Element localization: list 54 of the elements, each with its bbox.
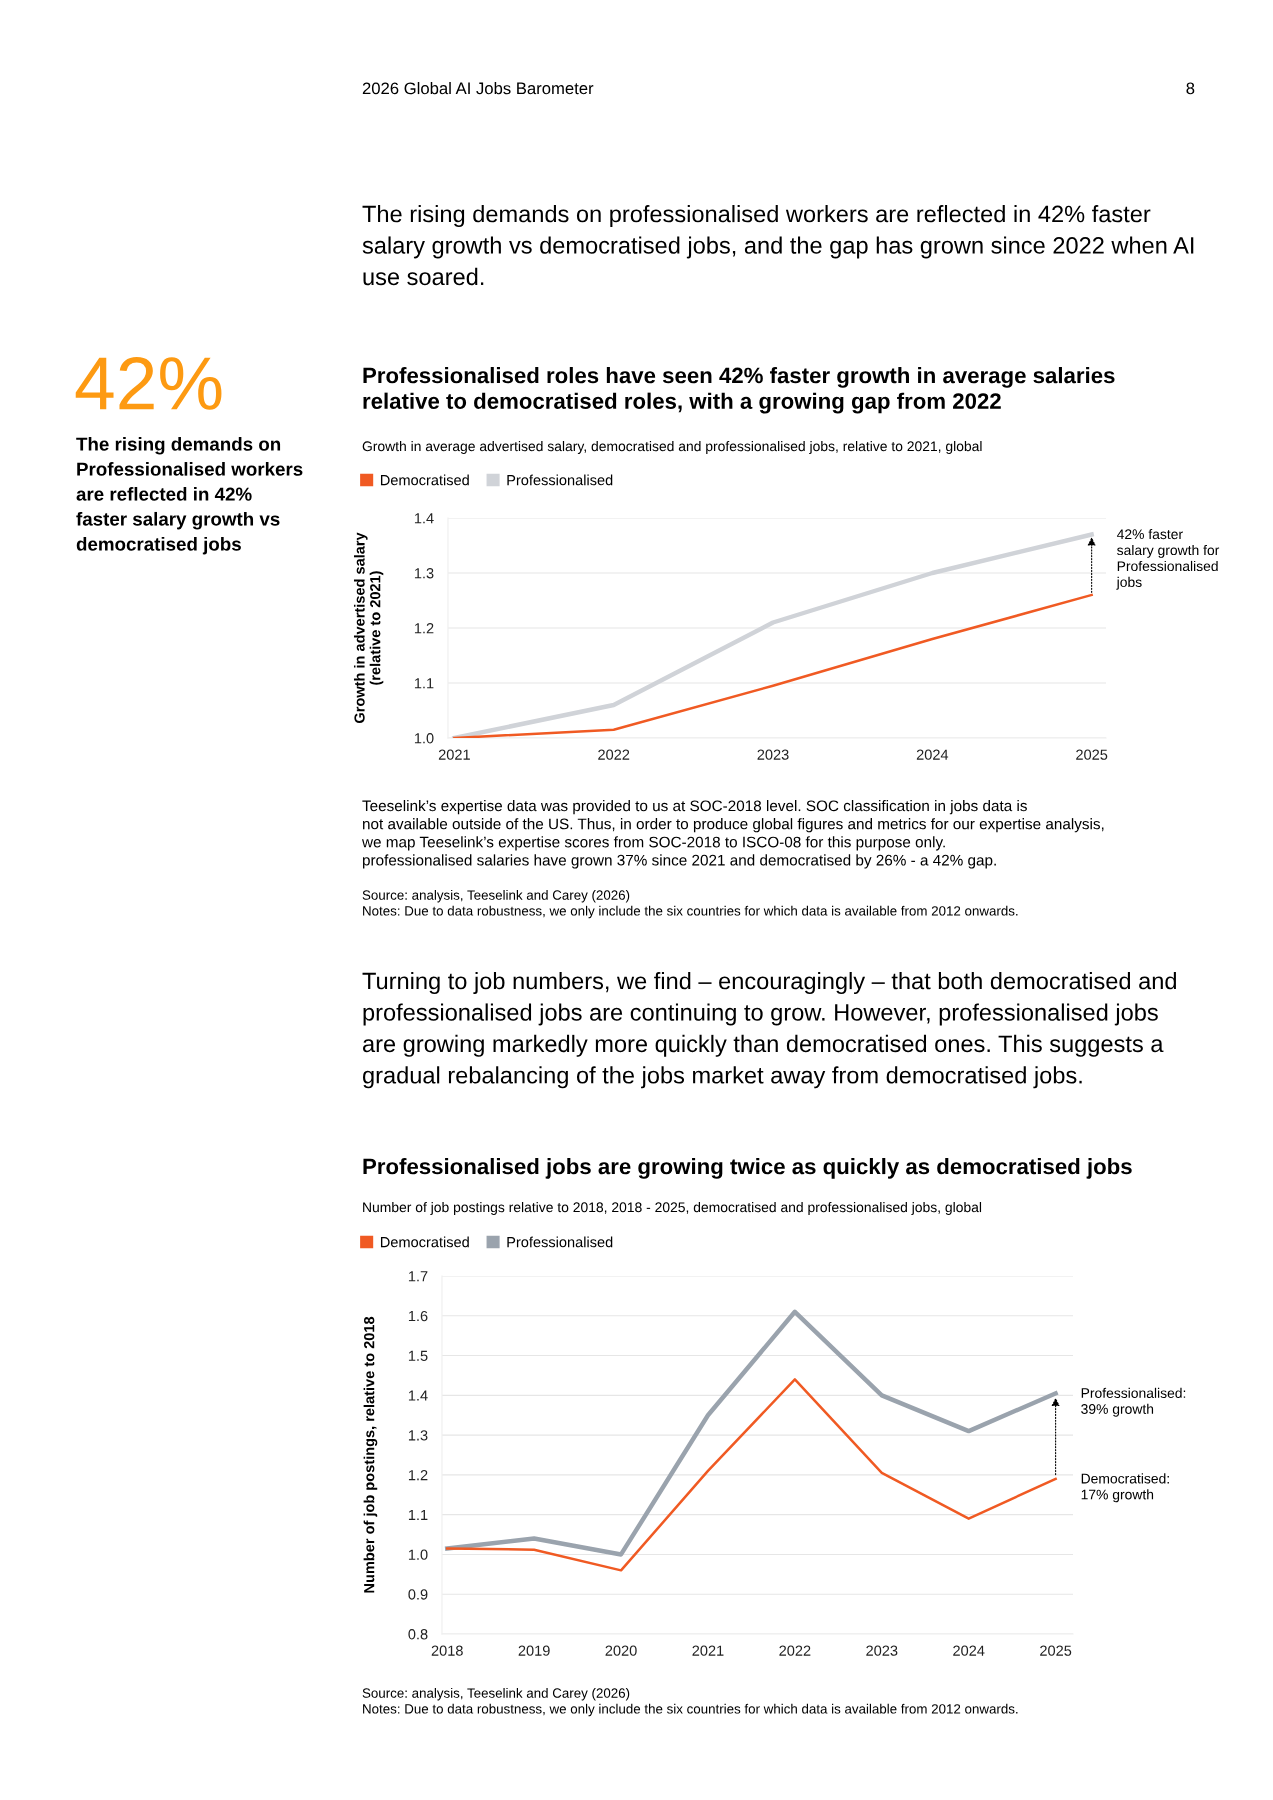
chart-subtitle: Number of job postings relative to 2018, 2018 - 2025, democratised and professionalised jobs, global: [363, 1202, 982, 1215]
y-tick-label: 1.6: [408, 1310, 428, 1322]
line-series: [444, 1309, 1058, 1557]
y-tick-label: 1.1: [408, 1509, 428, 1520]
legend-label: Professionalised: [507, 474, 613, 486]
text: The rising demands on Professionalised workers are reflected in 42% faster salary growth vs democratised jobs: [76, 437, 303, 555]
legend-label: Professionalised: [507, 1236, 613, 1248]
chart-title: Professionalised roles have seen 42% faster growth in average salaries relative to democratised roles, with a growing gap from 2022: [363, 367, 1115, 414]
text: 42%: [75, 356, 222, 410]
x-tick-label: 2024: [953, 1645, 985, 1656]
text: Turning to job numbers, we find – encouragingly – that both democratised and professionalised jobs are continuing to grow. However, professionalised jobs are growing markedly more quickly than democratised ones. This suggests a gradual rebalancing of the jobs market away from democratised jobs.: [362, 972, 1176, 1089]
x-tick-label: 2020: [605, 1645, 637, 1656]
x-tick-label: 2021: [692, 1645, 724, 1656]
y-tick-label: 1.3: [414, 568, 434, 579]
text: 8: [1186, 82, 1195, 95]
y-tick-label: 1.2: [408, 1469, 428, 1481]
x-tick-label: 2019: [518, 1645, 550, 1656]
y-tick-label: 1.4: [408, 1390, 428, 1401]
x-tick-label: 2022: [779, 1645, 811, 1656]
x-tick-label: 2022: [598, 749, 630, 760]
text: 2026 Global AI Jobs Barometer: [362, 82, 594, 95]
y-tick-label: 1.0: [414, 733, 434, 744]
y-tick-label: 1.7: [408, 1271, 428, 1282]
legend-label: Democratised: [380, 1236, 469, 1248]
y-axis-title: Growth in advertised salary (relative to 2021): [353, 532, 384, 724]
y-tick-label: 1.0: [408, 1549, 428, 1560]
x-tick-label: 2023: [757, 749, 789, 760]
y-tick-label: 0.8: [408, 1629, 428, 1640]
text: Teeselink’s expertise data was provided to us at SOC-2018 level. SOC classification in jobs data is not available outside of the US. Thus, in order to produce global figures and metrics for our expertise analysis, we map Teeselink’s expertise scores from SOC-2018 to ISCO-08 for this purpose only. professionalised salaries have grown 37% since 2021 and democratised by 26% - a 42% gap.: [361, 800, 1104, 869]
annotation: Democratised: 17% growth: [1081, 1473, 1169, 1503]
y-tick-label: 0.9: [408, 1589, 428, 1600]
line-series: [445, 1378, 1057, 1572]
y-tick-label: 1.4: [414, 513, 434, 524]
annotation: 42% faster salary growth for Professionalised jobs: [1116, 528, 1220, 590]
x-tick-label: 2025: [1076, 749, 1108, 760]
x-tick-label: 2018: [431, 1645, 463, 1656]
x-tick-label: 2025: [1040, 1645, 1072, 1656]
line-series: [453, 593, 1093, 738]
legend-label: Democratised: [380, 474, 469, 486]
x-tick-label: 2024: [916, 749, 949, 760]
text: The rising demands on professionalised workers are reflected in 42% faster salary growth vs democratised jobs, and the gap has grown since 2022 when AI use soared.: [362, 205, 1194, 286]
y-tick-label: 1.5: [408, 1350, 428, 1361]
line-series: [452, 532, 1094, 738]
chart-title: Professionalised jobs are growing twice as quickly as democratised jobs: [363, 1158, 1132, 1179]
y-tick-label: 1.3: [408, 1430, 428, 1441]
y-tick-label: 1.1: [414, 678, 434, 689]
y-tick-label: 1.2: [414, 623, 434, 634]
y-axis-title: Number of job postings, relative to 2018: [363, 1316, 378, 1593]
annotation: Professionalised: 39% growth: [1081, 1387, 1186, 1417]
source-note: Source: analysis, Teeselink and Carey (2026) Notes: Due to data robustness, we only include the six countries for which data is available from 2012 onwards.: [362, 1688, 1018, 1717]
source-note: Source: analysis, Teeselink and Carey (2026) Notes: Due to data robustness, we only include the six countries for which data is available from 2012 onwards.: [362, 890, 1018, 919]
x-tick-label: 2021: [438, 749, 470, 760]
chart-subtitle: Growth in average advertised salary, democratised and professionalised jobs, relative to 2021, global: [362, 441, 982, 454]
x-tick-label: 2023: [866, 1645, 898, 1656]
